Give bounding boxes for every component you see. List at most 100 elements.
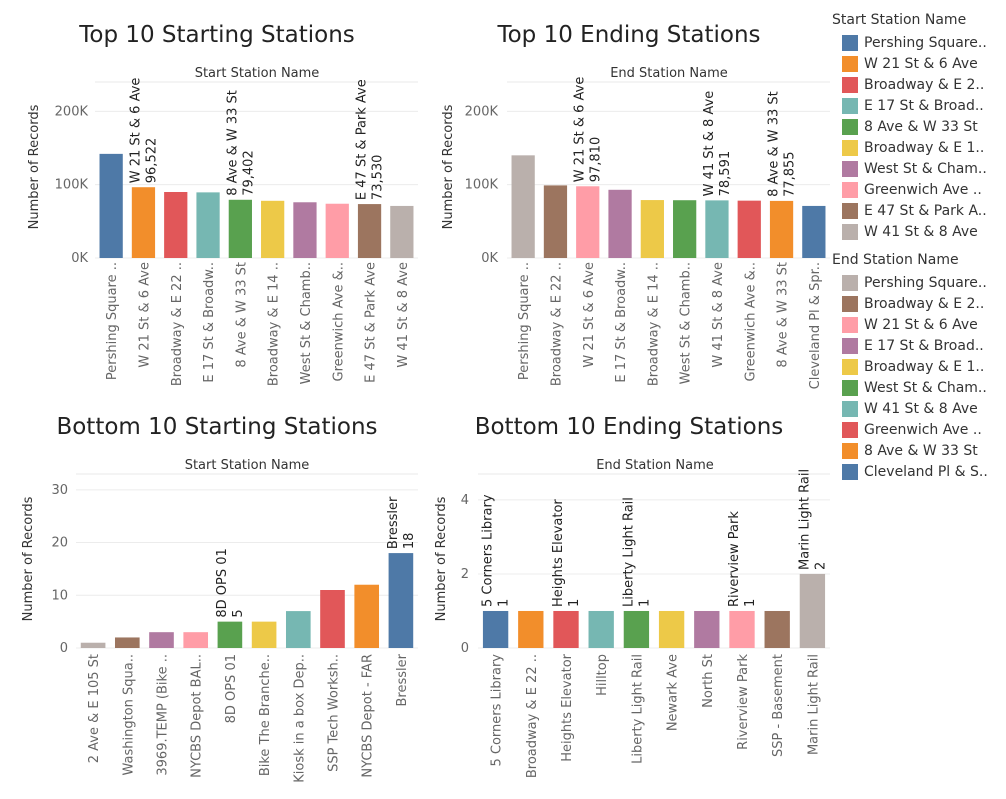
- legend-label: 8 Ave & W 33 St: [864, 118, 978, 135]
- legend-item[interactable]: West St & Cham..: [832, 158, 1004, 179]
- legend-item[interactable]: W 21 St & 6 Ave: [832, 314, 1004, 335]
- legend-swatch: [842, 400, 858, 417]
- y-tick-label: 4: [461, 493, 469, 508]
- legend-item[interactable]: W 41 St & 8 Ave: [832, 221, 1004, 242]
- bar: [293, 202, 317, 258]
- legend-item[interactable]: Greenwich Ave ..: [832, 179, 1004, 200]
- x-tick-label: NYCBS Depot BAL..: [190, 654, 205, 778]
- legend-swatch: [842, 118, 858, 135]
- x-tick-label: Riverview Park: [736, 654, 751, 750]
- x-tick-label: Broadway & E 14 ..: [646, 262, 661, 386]
- bar-annotation-name: Marin Light Rail: [797, 469, 812, 570]
- x-tick-label: Liberty Light Rail: [630, 654, 645, 764]
- charts-canvas: Top 10 Starting Stations Start Station Na…: [21, 22, 830, 783]
- legend-label: Broadway & E 2..: [864, 295, 985, 312]
- bar-annotation-value: 5: [231, 609, 246, 617]
- x-tick-label: West St & Chamb..: [299, 262, 314, 384]
- legend-swatch: [842, 223, 858, 240]
- x-tick-label: Pershing Square ..: [517, 262, 532, 380]
- legend-item[interactable]: E 47 St & Park A..: [832, 200, 1004, 221]
- legend-item[interactable]: Cleveland Pl & S..: [832, 461, 1004, 482]
- x-tick-label: E 17 St & Broadw..: [202, 262, 217, 383]
- y-axis-title: Number of Records: [434, 496, 449, 621]
- chart-title: Top 10 Ending Stations: [496, 22, 760, 48]
- bar-annotation-value: 18: [402, 533, 417, 550]
- x-tick-label: SSP Tech Worksh..: [327, 654, 342, 772]
- bar: [769, 200, 794, 258]
- x-axis-title: End Station Name: [596, 458, 714, 473]
- legend-swatch: [842, 316, 858, 333]
- bar: [799, 573, 826, 648]
- legend-item[interactable]: 8 Ave & W 33 St: [832, 116, 1004, 137]
- y-axis-title: Number of Records: [21, 496, 36, 621]
- legend-item[interactable]: Broadway & E 1..: [832, 356, 1004, 377]
- legend-item[interactable]: Broadway & E 2..: [832, 293, 1004, 314]
- bar-annotation-name: W 21 St & 6 Ave: [573, 77, 588, 183]
- legend-item[interactable]: Broadway & E 2..: [832, 74, 1004, 95]
- x-tick-label: Greenwich Ave &..: [331, 262, 346, 382]
- legend-item[interactable]: Greenwich Ave ..: [832, 419, 1004, 440]
- y-tick-label: 200K: [465, 104, 499, 119]
- bar-annotation-value: 78,591: [718, 151, 733, 197]
- bar: [80, 642, 106, 648]
- legend-label: Broadway & E 1..: [864, 139, 985, 156]
- bar: [673, 200, 697, 258]
- end-station-legend: End Station Name Pershing Square.. Broadw…: [832, 252, 1004, 482]
- x-tick-label: E 47 St & Park Ave: [364, 262, 379, 383]
- bar: [802, 205, 826, 258]
- legend-swatch: [842, 181, 858, 198]
- bar-annotation-value: 96,522: [144, 138, 159, 184]
- legend-item[interactable]: Pershing Square..: [832, 272, 1004, 293]
- bar: [261, 200, 285, 258]
- bar-annotation-name: 5 Corners Library: [481, 494, 496, 607]
- x-tick-label: Broadway & E 22 ..: [170, 262, 185, 386]
- x-tick-label: 8D OPS 01: [224, 654, 239, 723]
- x-tick-label: Marin Light Rail: [806, 654, 821, 755]
- x-tick-label: Kiosk in a box Dep..: [292, 654, 307, 783]
- legend-swatch: [842, 34, 858, 51]
- legend-item[interactable]: 8 Ave & W 33 St: [832, 440, 1004, 461]
- y-tick-label: 20: [51, 536, 68, 551]
- bar: [251, 621, 277, 648]
- bar: [518, 610, 544, 648]
- legend-swatch: [842, 358, 858, 375]
- legend-label: Greenwich Ave ..: [864, 181, 982, 198]
- y-axis-title: Number of Records: [441, 104, 456, 229]
- bar: [623, 610, 650, 648]
- bar: [114, 637, 140, 648]
- legend-label: E 17 St & Broad..: [864, 337, 984, 354]
- legend-item[interactable]: Broadway & E 1..: [832, 137, 1004, 158]
- legend-label: Broadway & E 2..: [864, 76, 985, 93]
- bar-annotation-name: W 41 St & 8 Ave: [702, 91, 717, 197]
- bar: [764, 610, 790, 648]
- bar-annotation-value: 1: [497, 599, 512, 607]
- bar: [608, 189, 632, 258]
- bar: [658, 610, 685, 648]
- legend-label: Greenwich Ave ..: [864, 421, 982, 438]
- legend-swatch: [842, 295, 858, 312]
- legend-item[interactable]: Pershing Square..: [832, 32, 1004, 53]
- bar-annotation-name: 8D OPS 01: [215, 548, 230, 617]
- y-tick-label: 0K: [71, 251, 88, 266]
- x-tick-label: West St & Chamb..: [679, 262, 694, 384]
- legend-label: W 41 St & 8 Ave: [864, 223, 978, 240]
- legend-item[interactable]: E 17 St & Broad..: [832, 95, 1004, 116]
- bar: [694, 610, 720, 648]
- bar-annotation-name: Heights Elevator: [551, 499, 566, 607]
- legend-swatch: [842, 442, 858, 459]
- legend-title: Start Station Name: [832, 12, 967, 28]
- legend-item[interactable]: E 17 St & Broad..: [832, 335, 1004, 356]
- legend-swatch: [842, 139, 858, 156]
- bar-annotation-name: W 21 St & 6 Ave: [128, 78, 143, 184]
- legend-item[interactable]: West St & Cham..: [832, 377, 1004, 398]
- legend-item[interactable]: W 21 St & 6 Ave: [832, 53, 1004, 74]
- legend-swatch: [842, 76, 858, 93]
- x-tick-label: Washington Squa..: [121, 654, 136, 776]
- legend-title: End Station Name: [832, 252, 959, 268]
- legend-label: W 21 St & 6 Ave: [864, 316, 978, 333]
- y-tick-label: 0: [461, 641, 469, 656]
- x-tick-label: W 21 St & 6 Ave: [582, 262, 597, 368]
- legend-item[interactable]: W 41 St & 8 Ave: [832, 398, 1004, 419]
- legend-label: Pershing Square..: [864, 274, 987, 291]
